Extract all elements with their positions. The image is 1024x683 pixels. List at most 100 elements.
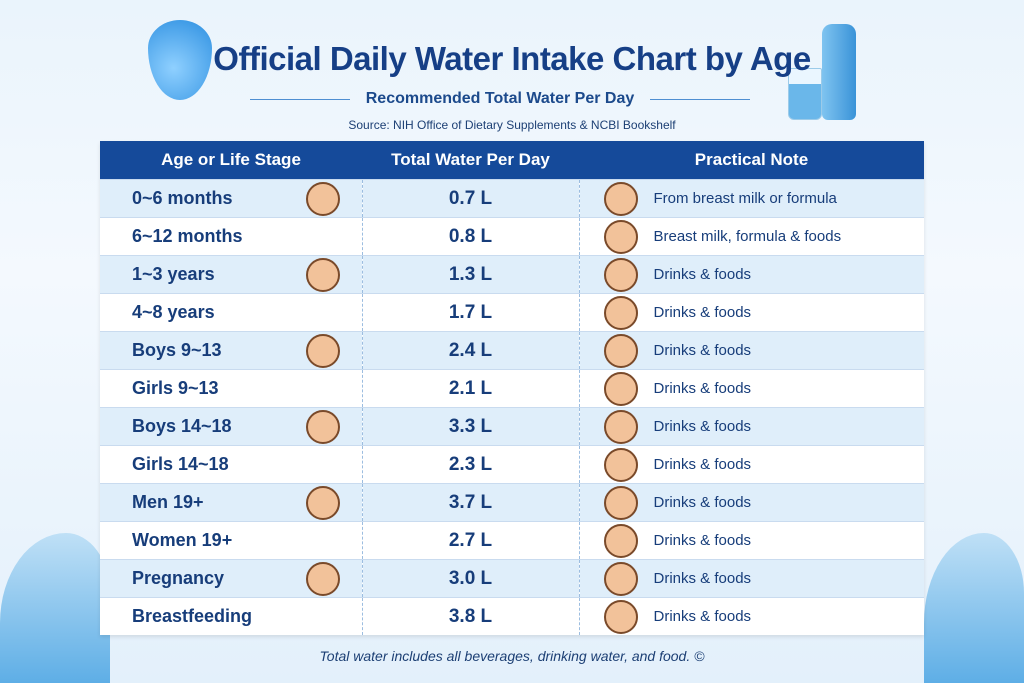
practical-note: Breast milk, formula & foods [653,228,842,245]
water-bottle-icon [822,24,856,120]
age-stage: Men 19+ [132,492,204,512]
age-stage-cell: Pregnancy [100,559,362,598]
person-illustration-icon [305,258,340,292]
table-row: Boys 9~13 2.4 L Drinks & foods [100,331,924,370]
person-illustration-icon [603,296,638,330]
age-stage-cell: 6~12 months [100,217,362,256]
table-row: Boys 14~18 3.3 L Drinks & foods [100,407,924,446]
person-illustration-icon [603,258,638,292]
practical-note: Drinks & foods [653,342,752,359]
practical-note: Drinks & foods [653,608,752,625]
subtitle: Recommended Total Water Per Day [365,90,635,107]
practical-note: Drinks & foods [653,304,752,321]
age-stage: Women 19+ [132,530,233,550]
person-illustration-icon [305,410,340,444]
practical-note: Drinks & foods [653,494,752,511]
table-row: Girls 14~18 2.3 L Drinks & foods [100,445,924,484]
table-row: 0~6 months 0.7 L From breast milk or for… [100,179,924,218]
person-illustration-icon [603,486,638,520]
person-illustration-icon [603,334,638,368]
divider [650,99,750,100]
water-value: 2.1 L [361,369,580,408]
age-stage-cell: Boys 9~13 [100,331,362,370]
age-stage: 4~8 years [132,302,215,322]
person-illustration-icon [603,562,638,596]
age-stage-cell: Women 19+ [100,521,362,560]
person-illustration-icon [603,524,638,558]
practical-note: Drinks & foods [653,266,752,283]
water-value: 2.3 L [361,445,580,484]
practical-note: Drinks & foods [653,570,752,587]
note-cell: Drinks & foods [579,483,924,522]
age-stage: 6~12 months [132,226,243,246]
page-title: Official Daily Water Intake Chart by Age [213,40,811,77]
age-stage: Girls 14~18 [132,454,229,474]
water-value: 3.8 L [361,597,580,635]
note-cell: Drinks & foods [579,597,924,635]
table-row: Girls 9~13 2.1 L Drinks & foods [100,369,924,408]
age-stage: Breastfeeding [132,606,253,626]
water-value: 3.3 L [361,407,580,446]
practical-note: Drinks & foods [653,380,752,397]
note-cell: Breast milk, formula & foods [579,217,924,256]
age-stage-cell: 4~8 years [100,293,362,332]
person-illustration-icon [603,220,638,254]
person-illustration-icon [603,372,638,406]
table-row: 1~3 years 1.3 L Drinks & foods [100,255,924,294]
age-stage: Pregnancy [132,568,225,588]
note-cell: Drinks & foods [579,445,924,484]
person-illustration-icon [305,562,340,596]
age-stage-cell: Men 19+ [100,483,362,522]
column-header: Total Water Per Day [362,141,579,180]
table-row: 6~12 months 0.8 L Breast milk, formula &… [100,217,924,256]
water-value: 1.3 L [361,255,580,294]
practical-note: Drinks & foods [653,456,752,473]
age-stage: Girls 9~13 [132,378,219,398]
note-cell: Drinks & foods [579,559,924,598]
water-value: 2.4 L [361,331,580,370]
column-header: Practical Note [579,141,924,180]
table-row: Women 19+ 2.7 L Drinks & foods [100,521,924,560]
table-row: Breastfeeding 3.8 L Drinks & foods [100,597,924,635]
footer-note: Total water includes all beverages, drin… [319,648,705,664]
age-stage-cell: 1~3 years [100,255,362,294]
note-cell: Drinks & foods [579,521,924,560]
age-stage: Boys 14~18 [132,416,232,436]
person-illustration-icon [603,600,638,634]
water-value: 2.7 L [361,521,580,560]
person-illustration-icon [603,182,638,216]
water-intake-table: Age or Life Stage Total Water Per Day Pr… [100,141,924,635]
age-stage-cell: Girls 9~13 [100,369,362,408]
water-value: 3.7 L [361,483,580,522]
person-illustration-icon [603,410,638,444]
age-stage: Boys 9~13 [132,340,222,360]
note-cell: Drinks & foods [579,331,924,370]
person-illustration-icon [305,486,340,520]
age-stage-cell: Breastfeeding [100,597,362,635]
practical-note: Drinks & foods [653,418,752,435]
table-row: Pregnancy 3.0 L Drinks & foods [100,559,924,598]
water-value: 3.0 L [361,559,580,598]
age-stage: 0~6 months [132,188,233,208]
note-cell: Drinks & foods [579,255,924,294]
note-cell: From breast milk or formula [579,179,924,218]
note-cell: Drinks & foods [579,293,924,332]
table-row: 4~8 years 1.7 L Drinks & foods [100,293,924,332]
water-value: 0.8 L [361,217,580,256]
divider [250,99,350,100]
water-glass-icon [788,68,822,120]
practical-note: From breast milk or formula [653,190,837,207]
water-value: 1.7 L [361,293,580,332]
age-stage-cell: Girls 14~18 [100,445,362,484]
age-stage-cell: Boys 14~18 [100,407,362,446]
water-value: 0.7 L [361,179,580,218]
note-cell: Drinks & foods [579,407,924,446]
age-stage: 1~3 years [132,264,215,284]
source-text: Source: NIH Office of Dietary Supplement… [348,118,676,132]
table-header: Age or Life Stage Total Water Per Day Pr… [100,141,924,180]
age-stage-cell: 0~6 months [100,179,362,218]
column-header: Age or Life Stage [100,141,362,180]
table-row: Men 19+ 3.7 L Drinks & foods [100,483,924,522]
person-illustration-icon [305,334,340,368]
note-cell: Drinks & foods [579,369,924,408]
